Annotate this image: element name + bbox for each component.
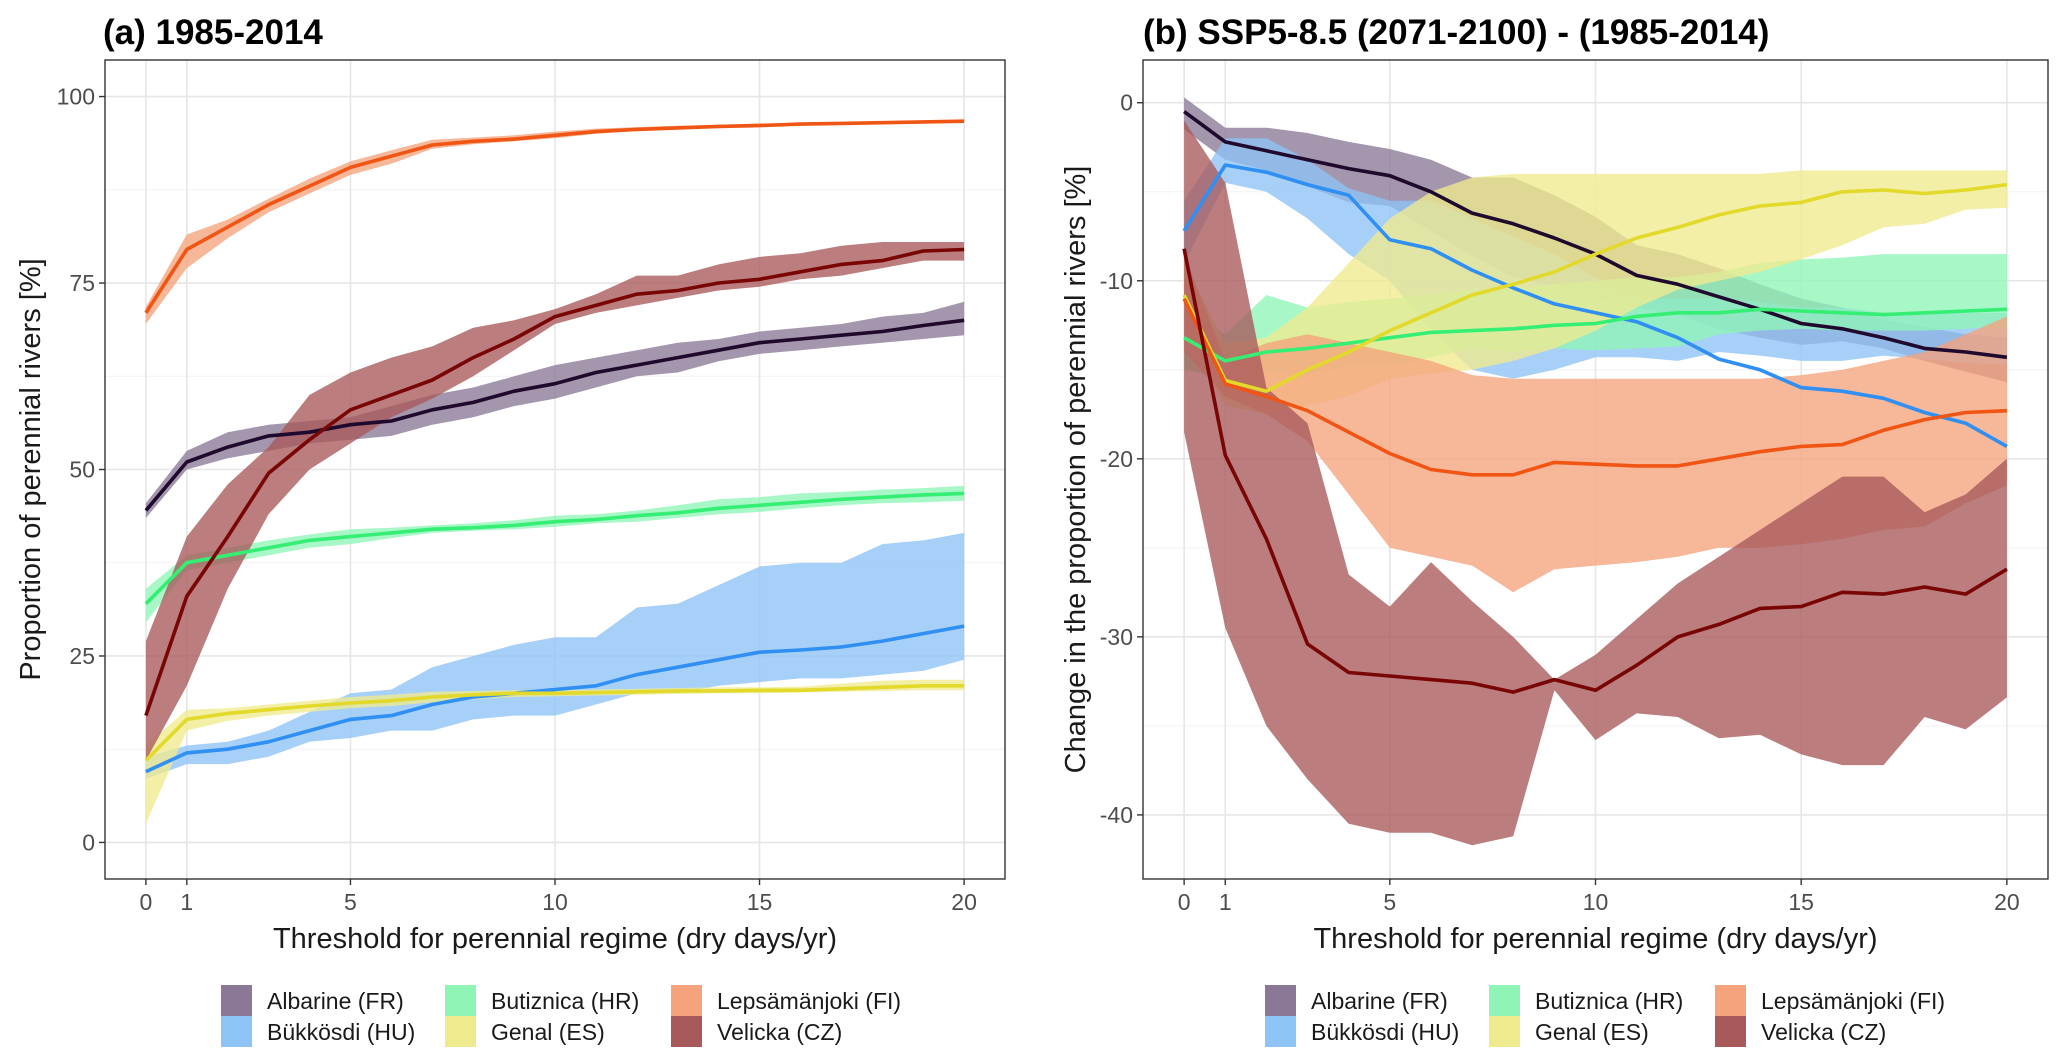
x-tick-label: 15 [1788, 889, 1814, 915]
y-tick-label: -10 [1100, 268, 1133, 294]
ribbons [1184, 97, 2007, 846]
legend-item-bukkosdi: Bükkösdi (HU) [221, 1016, 415, 1047]
legend-label: Bükkösdi (HU) [1311, 1019, 1459, 1045]
ribbon-bukkosdi [145, 532, 965, 779]
legend-key-albarine [1265, 985, 1296, 1016]
ribbon-velicka [1184, 120, 2007, 846]
legend-item-bukkosdi: Bükkösdi (HU) [1265, 1016, 1459, 1047]
legend-label: Genal (ES) [491, 1019, 605, 1045]
y-axis-title: Proportion of perennial rivers [%] [15, 258, 47, 680]
ribbon-albarine [145, 301, 965, 518]
legend-item-velicka: Velicka (CZ) [671, 1016, 842, 1047]
series-line-genal [1182, 182, 2008, 394]
x-tick-label: 0 [140, 889, 153, 915]
legend-b: Albarine (FR) Bükkösdi (HU) Butiznica (HR)… [1265, 985, 1945, 1047]
legend-item-lepsamanjoki: Lepsämänjoki (FI) [1715, 985, 1945, 1016]
legend-item-genal: Genal (ES) [1489, 1016, 1649, 1047]
y-axis-title: Change in the proportion of perennial ri… [1060, 166, 1092, 774]
legend-a: Albarine (FR) Bükkösdi (HU) Butiznica (HR)… [221, 985, 901, 1047]
legend-label: Lepsämänjoki (FI) [717, 988, 901, 1014]
legend-label: Velicka (CZ) [717, 1019, 842, 1045]
legend-label: Butiznica (HR) [1535, 988, 1683, 1014]
legend-label: Velicka (CZ) [1761, 1019, 1886, 1045]
series-line-velicka [1182, 248, 2008, 694]
y-tick-label: 0 [1120, 90, 1133, 116]
x-tick-label: 5 [344, 889, 357, 915]
legend-key-bukkosdi [1265, 1016, 1296, 1047]
y-tick-label: -40 [1100, 802, 1133, 828]
x-tick-label: 10 [542, 889, 568, 915]
series-line-bukkosdi [1182, 163, 2008, 448]
legend-item-genal: Genal (ES) [445, 1016, 605, 1047]
y-tick-label: 25 [69, 643, 95, 669]
panel-title: (b) SSP5-8.5 (2071-2100) - (1985-2014) [1143, 13, 1769, 52]
y-tick-label: 100 [57, 84, 95, 110]
legend-key-butiznica [1489, 985, 1520, 1016]
legend-item-velicka: Velicka (CZ) [1715, 1016, 1886, 1047]
ribbon-lepsamanjoki [145, 119, 965, 324]
legend-item-lepsamanjoki: Lepsämänjoki (FI) [671, 985, 901, 1016]
x-tick-label: 1 [1219, 889, 1232, 915]
y-tick-label: -20 [1100, 446, 1133, 472]
x-axis-title: Threshold for perennial regime (dry days… [1313, 923, 1877, 955]
legend-item-butiznica: Butiznica (HR) [445, 985, 639, 1016]
series-line-albarine [144, 318, 965, 512]
y-tick-label: 0 [82, 829, 95, 855]
x-tick-label: 15 [747, 889, 773, 915]
x-tick-label: 5 [1383, 889, 1396, 915]
legend-key-lepsamanjoki [1715, 985, 1746, 1016]
legend-label: Lepsämänjoki (FI) [1761, 988, 1945, 1014]
panel-title: (a) 1985-2014 [103, 13, 323, 52]
panel-b: (b) SSP5-8.5 (2071-2100) - (1985-2014) -4… [1060, 13, 2049, 955]
series-line-butiznica [1183, 307, 2007, 363]
x-tick-label: 20 [951, 889, 977, 915]
series-line-butiznica [144, 491, 965, 606]
legend-item-albarine: Albarine (FR) [1265, 985, 1448, 1016]
series-line-lepsamanjoki [1182, 297, 2007, 477]
legend-key-albarine [221, 985, 252, 1016]
x-tick-label: 1 [180, 889, 193, 915]
legend-key-butiznica [445, 985, 476, 1016]
legend-label: Albarine (FR) [1311, 988, 1448, 1014]
legend-key-genal [445, 1016, 476, 1047]
legend-key-lepsamanjoki [671, 985, 702, 1016]
x-tick-label: 10 [1583, 889, 1609, 915]
legend-key-velicka [1715, 1016, 1746, 1047]
legend-key-velicka [671, 1016, 702, 1047]
x-tick-label: 0 [1178, 889, 1191, 915]
y-tick-label: 50 [69, 457, 95, 483]
y-tick-label: 75 [69, 270, 95, 296]
x-axis-title: Threshold for perennial regime (dry days… [273, 923, 837, 955]
legend-key-bukkosdi [221, 1016, 252, 1047]
x-tick-label: 20 [1994, 889, 2020, 915]
legend-label: Genal (ES) [1535, 1019, 1649, 1045]
legend-label: Butiznica (HR) [491, 988, 639, 1014]
series-line-bukkosdi [145, 624, 965, 774]
ribbon-butiznica [145, 485, 965, 623]
legend-item-butiznica: Butiznica (HR) [1489, 985, 1683, 1016]
series-lines [1182, 110, 2008, 694]
legend-label: Bükkösdi (HU) [267, 1019, 415, 1045]
series-lines [144, 119, 965, 774]
series-line-genal [144, 683, 965, 762]
ribbons [145, 119, 965, 824]
series-line-velicka [144, 247, 965, 717]
legend-key-genal [1489, 1016, 1520, 1047]
y-tick-label: -30 [1100, 624, 1133, 650]
series-line-lepsamanjoki [144, 119, 965, 314]
legend-label: Albarine (FR) [267, 988, 404, 1014]
legend-item-albarine: Albarine (FR) [221, 985, 404, 1016]
